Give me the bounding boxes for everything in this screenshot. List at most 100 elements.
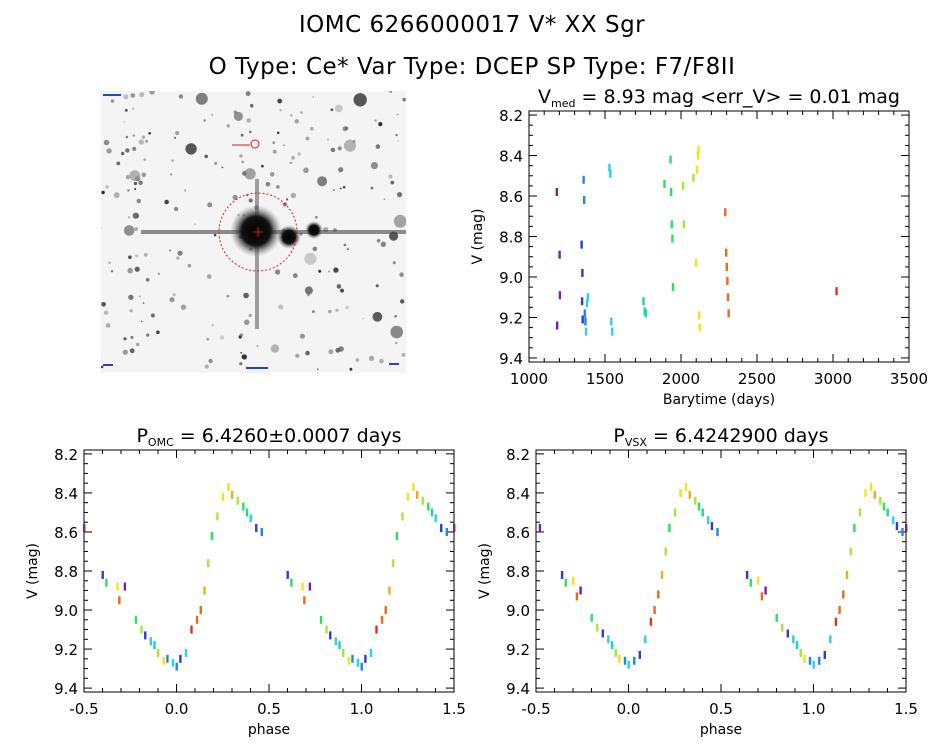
data-point <box>781 623 784 632</box>
background-star <box>110 270 114 273</box>
x-tick-label: 1500 <box>586 370 624 388</box>
background-star <box>394 314 397 318</box>
data-point <box>83 524 86 533</box>
background-star <box>122 349 128 355</box>
background-star <box>383 198 386 201</box>
data-point <box>140 625 143 634</box>
data-point <box>195 615 199 624</box>
data-point <box>803 654 806 663</box>
background-star <box>164 199 169 205</box>
background-star <box>148 131 151 135</box>
data-point <box>325 625 328 634</box>
data-point <box>623 656 627 665</box>
data-point <box>853 524 856 533</box>
background-star <box>132 134 136 137</box>
background-star <box>256 345 259 347</box>
background-star <box>150 313 155 318</box>
title-main: P <box>613 425 624 447</box>
background-star <box>140 320 143 323</box>
image-corner-label <box>103 364 113 366</box>
data-point <box>786 629 789 638</box>
data-point <box>694 258 698 267</box>
background-star <box>127 216 130 219</box>
background-star <box>389 91 393 93</box>
background-star <box>372 311 383 322</box>
background-star <box>303 167 309 173</box>
background-star <box>299 333 305 339</box>
data-point <box>580 240 583 249</box>
background-star <box>203 119 206 122</box>
data-point <box>792 635 795 644</box>
data-point <box>580 297 584 306</box>
background-star <box>136 198 142 204</box>
background-star <box>317 176 328 187</box>
background-star <box>265 181 271 187</box>
data-point <box>206 559 210 568</box>
background-star <box>169 249 172 252</box>
x-tick-label: 2000 <box>662 370 700 388</box>
image-corner-label <box>246 367 268 369</box>
background-star <box>277 98 283 104</box>
data-point <box>116 582 119 591</box>
y-tick-label: 9.0 <box>506 602 530 620</box>
data-point <box>319 615 323 624</box>
background-star <box>244 168 256 180</box>
background-star <box>328 309 332 314</box>
data-point <box>375 625 378 634</box>
background-star <box>312 96 315 98</box>
aperture-circle <box>218 192 298 272</box>
background-star <box>397 140 400 142</box>
data-point <box>166 654 169 663</box>
background-star <box>395 341 398 345</box>
x-tick-label: 0.5 <box>257 700 281 718</box>
background-star <box>289 161 292 164</box>
data-point <box>575 592 579 601</box>
background-star <box>388 174 393 179</box>
background-star <box>402 97 406 102</box>
background-star <box>312 310 315 313</box>
background-star <box>214 161 218 165</box>
data-point <box>221 492 225 501</box>
background-star <box>138 295 141 298</box>
background-star <box>261 164 264 168</box>
background-star <box>132 146 137 151</box>
background-star <box>127 267 133 274</box>
data-point <box>669 187 673 196</box>
background-star <box>101 227 102 230</box>
data-point <box>610 641 614 650</box>
data-point <box>849 547 852 556</box>
background-star <box>335 347 341 353</box>
data-point <box>171 658 175 667</box>
data-point <box>144 631 147 640</box>
chart-title: Vmed = 8.93 mag <err_V> = 0.01 mag <box>538 86 900 110</box>
data-point <box>707 516 710 525</box>
background-star <box>272 149 277 154</box>
data-point <box>858 508 862 517</box>
background-star <box>370 186 374 190</box>
data-point <box>582 175 585 184</box>
background-star <box>139 92 145 98</box>
data-point <box>434 514 437 523</box>
background-star <box>239 154 243 158</box>
data-point <box>610 317 613 326</box>
data-point <box>101 570 104 579</box>
background-star <box>344 126 349 130</box>
data-point <box>395 531 399 540</box>
data-point <box>688 490 691 499</box>
data-point <box>905 524 908 533</box>
data-point <box>834 617 838 626</box>
background-star <box>392 261 396 265</box>
data-point <box>829 635 832 644</box>
background-star <box>376 239 381 243</box>
background-star <box>145 278 150 282</box>
data-point <box>421 496 424 505</box>
background-star <box>123 121 126 123</box>
data-point <box>698 323 701 332</box>
background-star <box>355 358 360 362</box>
background-star <box>248 198 253 203</box>
data-point <box>445 527 448 536</box>
data-point <box>873 490 876 499</box>
background-star <box>244 319 250 325</box>
chart-phase_vsx: 8.2 8.4 8.6 8.8 9.0 9.2 9.4 -0.5 0.0 0.5 1.0 1.5 pha… <box>477 425 918 738</box>
data-point <box>694 496 697 505</box>
